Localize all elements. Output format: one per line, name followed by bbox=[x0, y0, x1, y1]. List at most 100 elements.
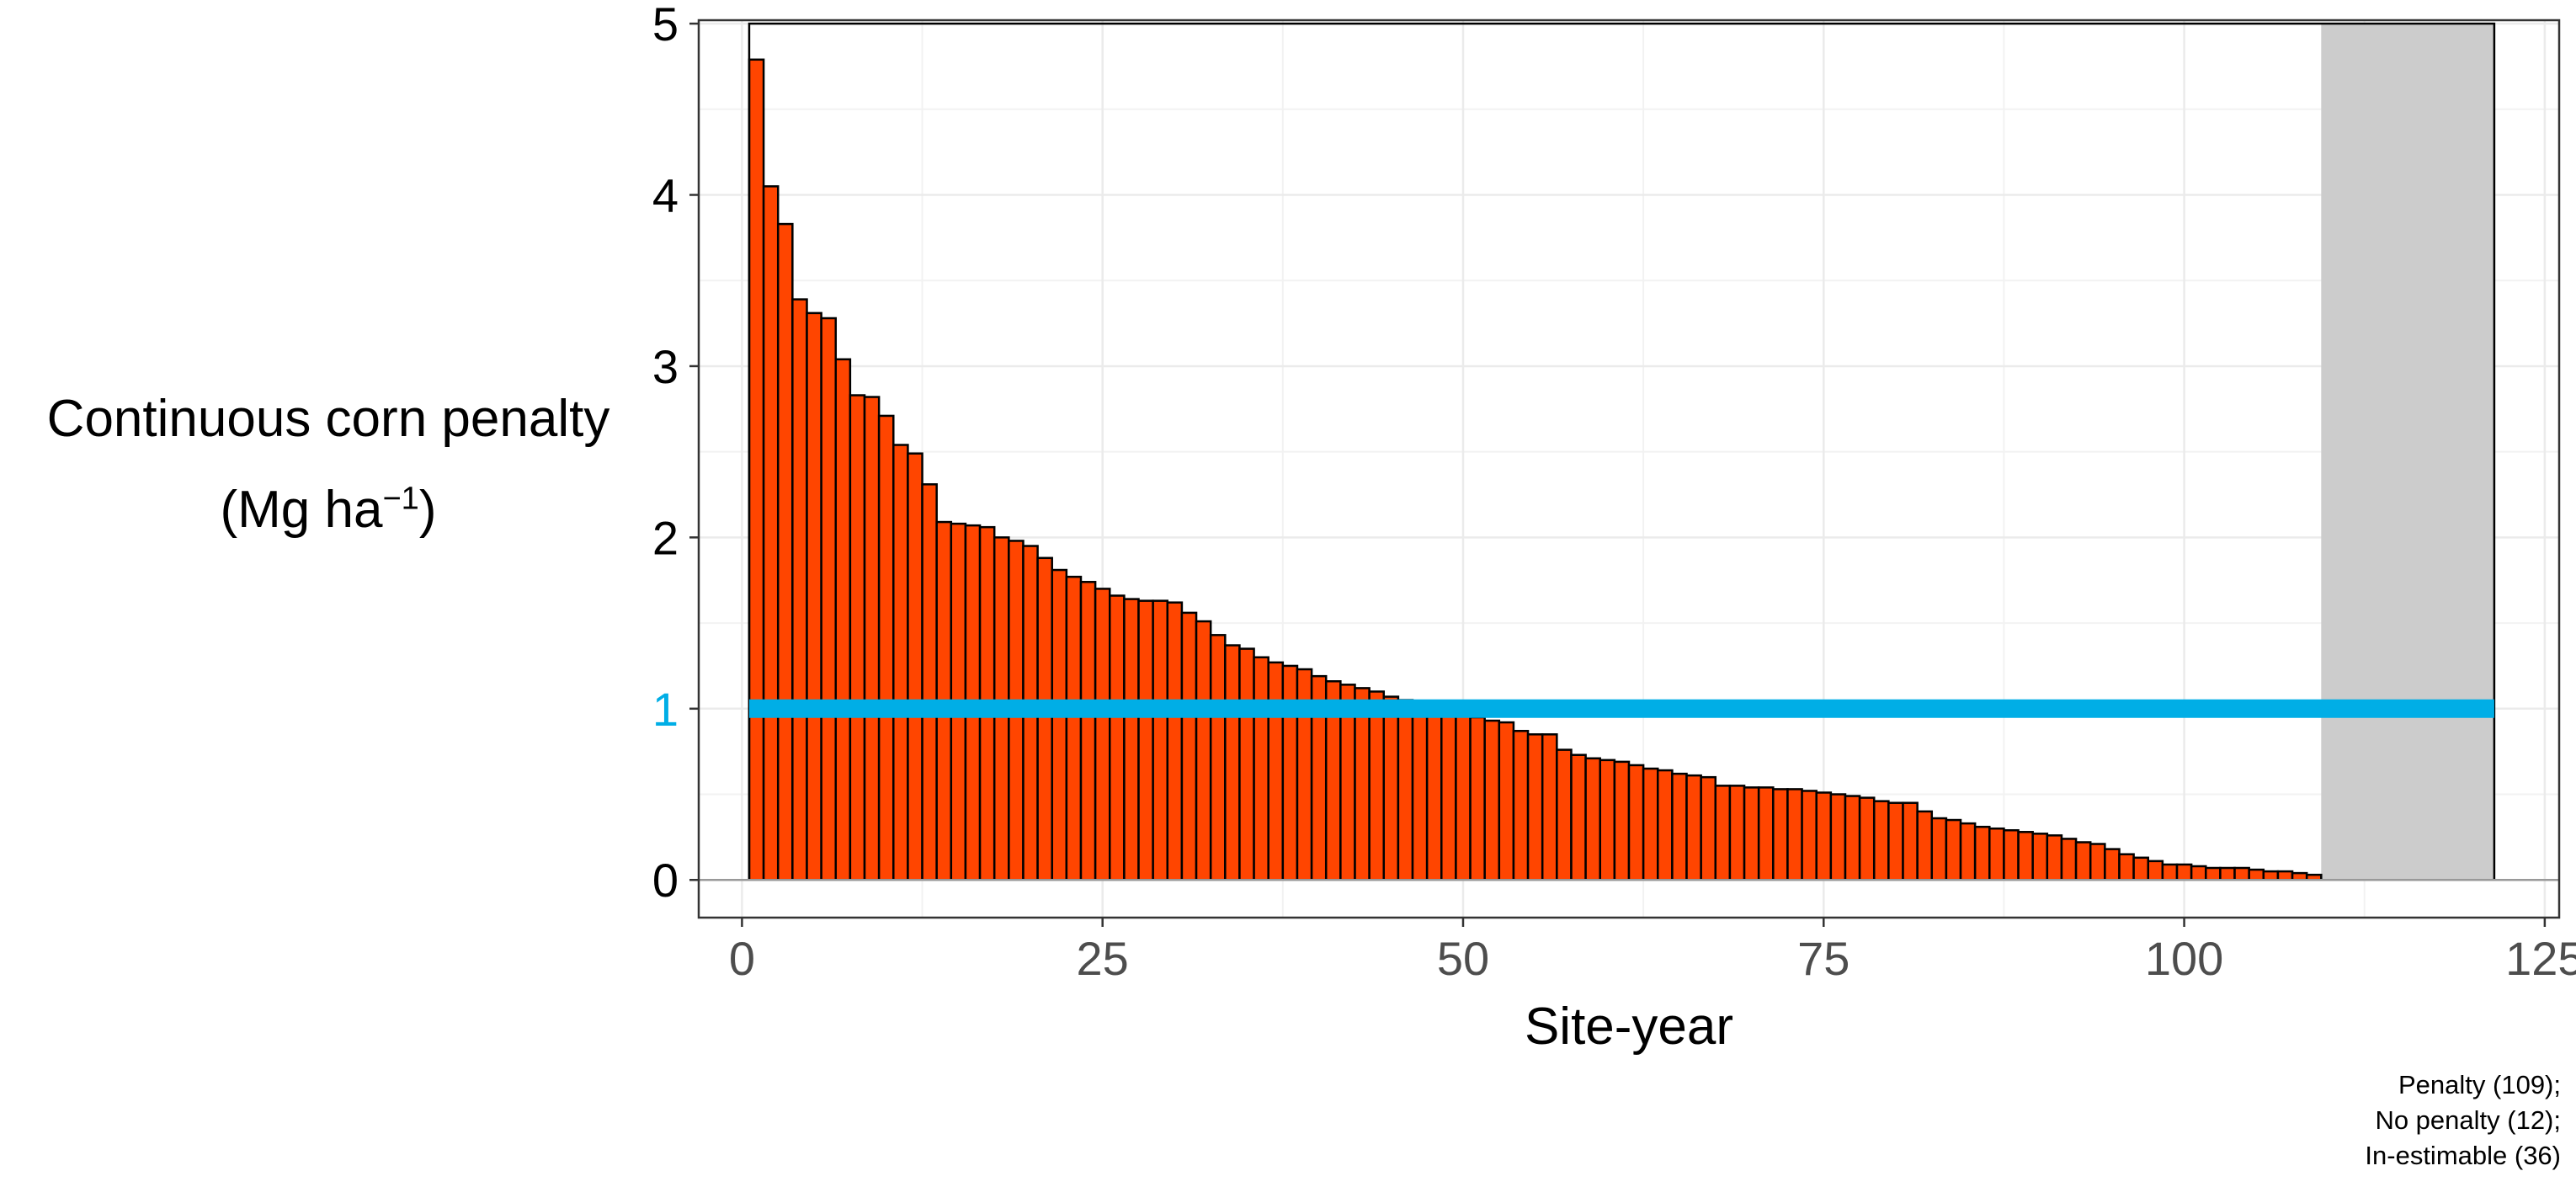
penalty-bar bbox=[921, 483, 938, 881]
no-penalty-shading bbox=[2321, 24, 2494, 881]
penalty-bar bbox=[1685, 774, 1702, 881]
panel-border bbox=[697, 19, 2561, 919]
penalty-bar bbox=[1483, 719, 1501, 881]
x-axis-title: Site-year bbox=[1525, 998, 1733, 1056]
penalty-bar bbox=[849, 394, 866, 881]
penalty-bar bbox=[1584, 757, 1601, 881]
y-axis-title-line1: Continuous corn penalty bbox=[46, 390, 610, 448]
penalty-bar bbox=[1440, 711, 1457, 881]
penalty-bar bbox=[1455, 712, 1472, 881]
penalty-bar bbox=[1051, 568, 1068, 881]
penalty-bar bbox=[2219, 866, 2236, 881]
penalty-bar bbox=[877, 414, 895, 881]
penalty-bar bbox=[863, 396, 881, 881]
x-tick-label: 25 bbox=[1077, 932, 1129, 985]
penalty-bar bbox=[748, 58, 765, 881]
penalty-bar bbox=[1657, 769, 1674, 881]
y-tick-label: 5 bbox=[652, 0, 679, 51]
penalty-bar bbox=[1858, 796, 1876, 881]
x-tick-label: 0 bbox=[729, 932, 755, 985]
penalty-bar bbox=[1180, 611, 1198, 881]
penalty-bar bbox=[762, 185, 780, 881]
y-axis-title: Continuous corn penalty bbox=[0, 389, 657, 449]
no-penalty-region bbox=[2321, 24, 2494, 881]
caption-line-penalty: Penalty (109); bbox=[2398, 1070, 2561, 1099]
penalty-bar bbox=[2089, 843, 2106, 881]
penalty-bar bbox=[2233, 866, 2250, 881]
penalty-bar bbox=[2161, 863, 2179, 881]
y-tick-label: 2 bbox=[652, 511, 679, 564]
y-tick-label: 4 bbox=[652, 169, 679, 222]
x-tick-label: 75 bbox=[1797, 932, 1850, 985]
penalty-bar bbox=[1786, 788, 1803, 881]
penalty-bar bbox=[1973, 825, 1991, 881]
penalty-bar bbox=[1382, 695, 1400, 881]
penalty-bar bbox=[1988, 827, 2005, 881]
penalty-bar bbox=[1368, 690, 1386, 881]
penalty-bar bbox=[806, 311, 822, 881]
penalty-bar bbox=[1916, 810, 1934, 881]
penalty-bar bbox=[1945, 818, 1962, 881]
penalty-bar bbox=[1065, 575, 1083, 881]
penalty-bar bbox=[1094, 588, 1111, 881]
penalty-bar bbox=[1930, 817, 1948, 881]
y-tick-label: 3 bbox=[652, 340, 679, 393]
penalty-bar bbox=[2017, 831, 2034, 881]
penalty-bar bbox=[1743, 786, 1760, 881]
penalty-bar bbox=[2118, 853, 2135, 881]
penalty-bar bbox=[1238, 647, 1255, 881]
penalty-bar bbox=[892, 444, 909, 881]
penalty-bar bbox=[2046, 834, 2063, 881]
penalty-bar bbox=[1556, 748, 1573, 881]
penalty-bar bbox=[2276, 870, 2294, 881]
penalty-bar bbox=[1137, 599, 1154, 881]
penalty-bar bbox=[1887, 801, 1904, 881]
penalty-bars bbox=[748, 58, 2323, 881]
penalty-bar bbox=[1772, 788, 1789, 881]
penalty-bar bbox=[1599, 759, 1616, 881]
penalty-bar bbox=[1959, 822, 1977, 881]
penalty-bar bbox=[2074, 841, 2092, 881]
penalty-bar bbox=[1872, 800, 1890, 881]
penalty-bar bbox=[2190, 865, 2207, 881]
penalty-bar bbox=[907, 452, 923, 881]
penalty-bar bbox=[1613, 760, 1631, 881]
penalty-bar bbox=[1815, 791, 1833, 881]
y-tick-label: 1 bbox=[652, 683, 679, 736]
caption: Penalty (109); No penalty (12); In-estim… bbox=[2365, 1067, 2561, 1174]
penalty-bar bbox=[2104, 848, 2121, 881]
penalty-bar bbox=[1700, 775, 1717, 881]
y-axis-unit: (Mg ha−1) bbox=[0, 480, 657, 540]
penalty-bar bbox=[776, 222, 794, 881]
penalty-bar bbox=[1512, 730, 1530, 881]
x-tick-label: 100 bbox=[2145, 932, 2223, 985]
penalty-bar bbox=[1166, 601, 1184, 881]
penalty-bar bbox=[1224, 644, 1241, 881]
penalty-bar bbox=[1253, 656, 1269, 881]
penalty-bar bbox=[2248, 868, 2265, 881]
penalty-bar bbox=[1397, 699, 1414, 881]
penalty-bar bbox=[2262, 870, 2280, 881]
penalty-bar bbox=[1757, 786, 1775, 881]
penalty-bar bbox=[1526, 733, 1544, 881]
penalty-bar bbox=[1642, 767, 1659, 881]
penalty-bar bbox=[2147, 860, 2164, 881]
penalty-bar bbox=[1281, 664, 1299, 881]
penalty-bar bbox=[2003, 828, 2020, 881]
penalty-bar bbox=[1425, 707, 1443, 881]
penalty-bar bbox=[1671, 772, 1688, 881]
penalty-bar bbox=[1902, 801, 1919, 881]
x-tick-label: 125 bbox=[2505, 932, 2576, 985]
penalty-bar bbox=[2031, 833, 2049, 881]
penalty-bar bbox=[1469, 716, 1486, 881]
penalty-bar bbox=[1267, 661, 1285, 881]
caption-line-no-penalty: No penalty (12); bbox=[2375, 1105, 2561, 1135]
y-axis-unit-base: (Mg ha bbox=[220, 481, 383, 539]
penalty-bar bbox=[2060, 838, 2078, 881]
penalty-bar bbox=[1728, 785, 1746, 881]
penalty-bar bbox=[834, 358, 852, 881]
penalty-bar bbox=[820, 317, 838, 881]
penalty-bar bbox=[1627, 764, 1645, 881]
penalty-bar bbox=[1498, 721, 1515, 881]
penalty-bar bbox=[1829, 793, 1847, 881]
